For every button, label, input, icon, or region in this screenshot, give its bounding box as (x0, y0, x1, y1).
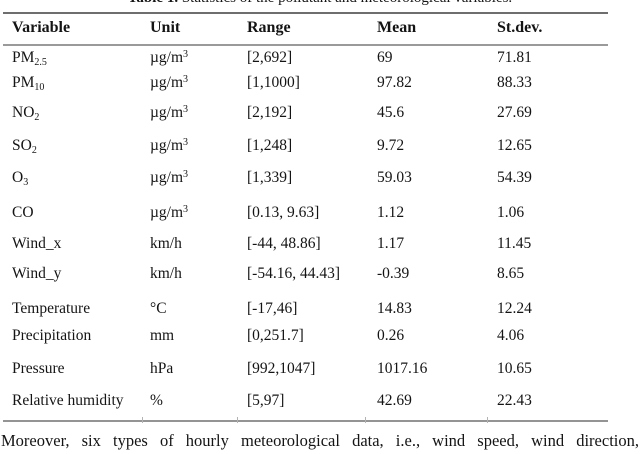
column-header-stdev: St.dev. (497, 19, 543, 36)
table-header-rule (3, 44, 608, 46)
cell-unit: µg/m3 (150, 74, 189, 91)
cell-mean: 59.03 (377, 169, 412, 186)
cell-unit: % (150, 392, 163, 409)
cell-mean: 0.26 (377, 327, 405, 344)
cell-unit: km/h (150, 235, 182, 252)
cell-range: [992,1047] (247, 360, 316, 377)
cell-variable: Relative humidity (12, 392, 124, 409)
cell-unit: µg/m3 (150, 49, 189, 66)
table-caption: Table 1. Statistics of the pollutant and… (0, 0, 640, 7)
cell-unit: µg/m3 (150, 204, 189, 221)
cell-stdev: 71.81 (497, 49, 532, 66)
cell-mean: 14.83 (377, 300, 412, 317)
cell-range: [2,692] (247, 49, 293, 66)
cell-range: [5,97] (247, 392, 285, 409)
cell-mean: 1.12 (377, 204, 405, 221)
cell-range: [-54.16, 44.43] (247, 265, 340, 282)
cell-mean: 9.72 (377, 137, 405, 154)
cell-variable: PM2.5 (12, 49, 47, 68)
column-header-mean: Mean (377, 19, 417, 36)
cell-stdev: 1.06 (497, 204, 525, 221)
column-divider-tick (142, 417, 143, 423)
column-header-range: Range (247, 19, 291, 36)
cell-mean: -0.39 (377, 265, 410, 282)
cell-mean: 1.17 (377, 235, 405, 252)
cell-variable: NO2 (12, 104, 40, 123)
cell-variable: Temperature (12, 300, 91, 317)
cell-stdev: 11.45 (497, 235, 532, 252)
cell-unit: µg/m3 (150, 137, 189, 154)
cell-range: [-17,46] (247, 300, 298, 317)
cell-stdev: 12.65 (497, 137, 532, 154)
column-header-unit: Unit (150, 19, 181, 36)
cell-range: [1,248] (247, 137, 293, 154)
cell-unit: µg/m3 (150, 169, 189, 186)
cell-range: [2,192] (247, 104, 293, 121)
cell-stdev: 22.43 (497, 392, 532, 409)
column-divider-tick (237, 417, 238, 423)
cell-mean: 45.6 (377, 104, 405, 121)
cell-stdev: 4.06 (497, 327, 525, 344)
cell-stdev: 88.33 (497, 74, 532, 91)
cell-unit: hPa (150, 360, 174, 377)
cell-range: [0,251.7] (247, 327, 304, 344)
cell-unit: mm (150, 327, 175, 344)
cell-variable: Wind_x (12, 235, 62, 252)
cell-variable: CO (12, 204, 34, 221)
column-divider-tick (365, 417, 366, 423)
cell-variable: PM10 (12, 74, 45, 93)
cell-mean: 42.69 (377, 392, 412, 409)
body-text: Moreover, six types of hourly meteorolog… (1, 431, 639, 450)
cell-range: [1,1000] (247, 74, 300, 91)
cell-range: [0.13, 9.63] (247, 204, 320, 221)
table-caption-label: Table 1. (128, 0, 178, 6)
table-caption-text: Statistics of the pollutant and meteorol… (178, 0, 512, 6)
table-top-rule (3, 12, 608, 14)
cell-stdev: 54.39 (497, 169, 532, 186)
table-bottom-rule (3, 420, 608, 422)
cell-variable: O3 (12, 169, 29, 188)
cell-variable: Pressure (12, 360, 65, 377)
cell-mean: 69 (377, 49, 393, 66)
cell-unit: km/h (150, 265, 182, 282)
cell-mean: 1017.16 (377, 360, 428, 377)
cell-stdev: 12.24 (497, 300, 532, 317)
cell-range: [1,339] (247, 169, 293, 186)
cell-stdev: 27.69 (497, 104, 532, 121)
cell-variable: SO2 (12, 137, 37, 156)
column-header-variable: Variable (12, 19, 71, 36)
cell-unit: °C (150, 300, 167, 317)
cell-range: [-44, 48.86] (247, 235, 321, 252)
column-divider-tick (487, 417, 488, 423)
cell-unit: µg/m3 (150, 104, 189, 121)
cell-variable: Wind_y (12, 265, 62, 282)
cell-variable: Precipitation (12, 327, 92, 344)
cell-mean: 97.82 (377, 74, 412, 91)
cell-stdev: 8.65 (497, 265, 525, 282)
cell-stdev: 10.65 (497, 360, 532, 377)
